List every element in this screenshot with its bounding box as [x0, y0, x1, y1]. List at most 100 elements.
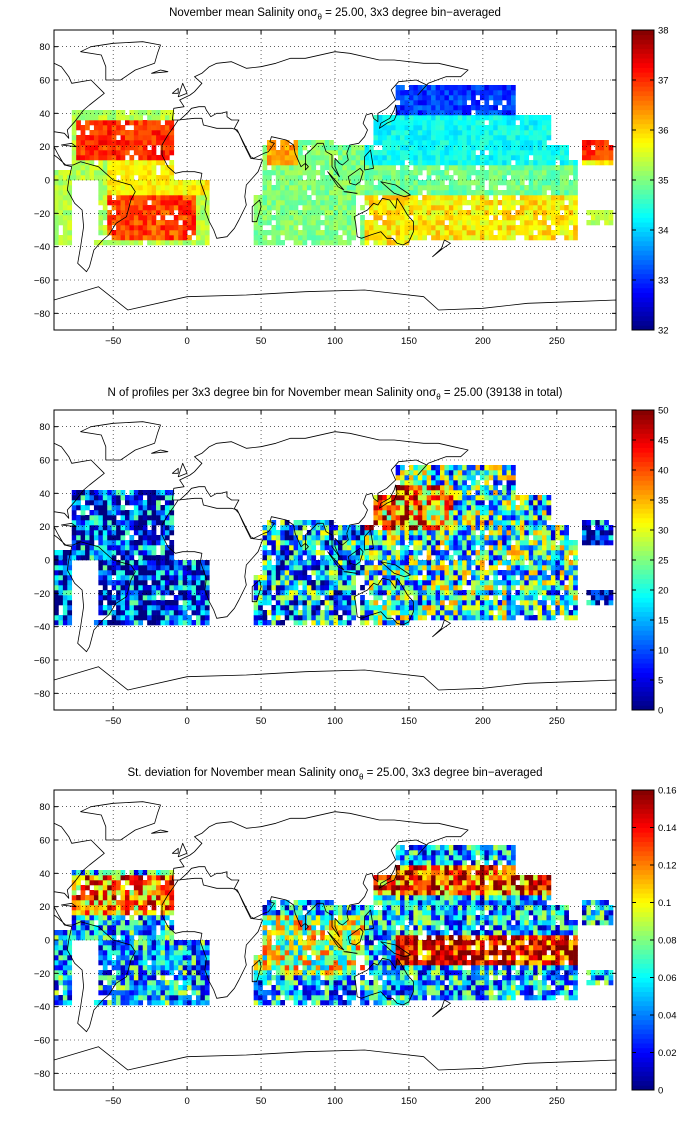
- data-cell: [528, 575, 534, 581]
- data-cell: [546, 565, 552, 571]
- data-cell: [116, 210, 121, 216]
- data-cell: [391, 130, 396, 136]
- data-cell: [293, 560, 299, 566]
- data-cell: [133, 220, 139, 226]
- data-cell: [200, 215, 206, 221]
- data-cell: [542, 610, 547, 616]
- data-cell: [329, 525, 334, 531]
- data-cell: [413, 540, 419, 546]
- data-cell: [471, 545, 476, 551]
- data-cell: [320, 180, 325, 186]
- data-cell: [537, 525, 543, 531]
- data-cell: [448, 175, 454, 181]
- data-cell: [258, 590, 263, 596]
- data-cell: [138, 615, 144, 621]
- data-cell: [80, 145, 86, 151]
- data-cell: [306, 160, 312, 166]
- data-cell: [364, 560, 370, 566]
- data-cell: [271, 150, 277, 156]
- data-cell: [289, 530, 294, 536]
- data-cell: [453, 535, 459, 541]
- data-cell: [377, 120, 383, 126]
- data-cell: [124, 195, 130, 201]
- data-cell: [400, 105, 405, 111]
- data-cell: [102, 605, 108, 611]
- data-cell: [302, 570, 308, 576]
- data-cell: [404, 150, 410, 156]
- data-cell: [382, 575, 388, 581]
- data-cell: [404, 180, 410, 186]
- data-cell: [266, 565, 272, 571]
- data-cell: [147, 210, 152, 216]
- data-cell: [395, 110, 401, 116]
- data-cell: [302, 535, 308, 541]
- data-cell: [364, 200, 370, 206]
- data-cell: [298, 165, 303, 171]
- data-cell: [440, 530, 445, 536]
- data-cell: [58, 200, 64, 206]
- data-cell: [395, 135, 401, 141]
- data-cell: [160, 525, 166, 531]
- data-cell: [151, 585, 157, 591]
- data-cell: [471, 165, 476, 171]
- data-cell: [457, 140, 463, 146]
- data-cell: [160, 170, 166, 176]
- data-cell: [479, 220, 485, 226]
- data-cell: [564, 235, 569, 241]
- data-cell: [142, 110, 148, 116]
- data-cell: [191, 200, 197, 206]
- data-cell: [320, 150, 325, 156]
- data-cell: [448, 475, 454, 481]
- data-cell: [524, 205, 530, 211]
- data-cell: [71, 505, 77, 511]
- data-cell: [129, 580, 135, 586]
- data-cell: [422, 580, 427, 586]
- data-cell: [537, 555, 543, 561]
- data-cell: [453, 525, 459, 531]
- data-cell: [466, 95, 472, 101]
- data-cell: [506, 205, 512, 211]
- data-cell: [262, 220, 268, 226]
- data-cell: [524, 545, 530, 551]
- data-cell: [510, 495, 516, 501]
- data-cell: [550, 525, 556, 531]
- data-cell: [116, 550, 121, 556]
- data-cell: [408, 135, 414, 141]
- data-cell: [333, 570, 339, 576]
- data-cell: [284, 230, 290, 236]
- data-cell: [546, 555, 552, 561]
- data-cell: [124, 235, 130, 241]
- data-cell: [408, 505, 414, 511]
- data-cell: [519, 230, 525, 236]
- data-cell: [555, 595, 561, 601]
- coastline: [61, 142, 77, 148]
- data-cell: [479, 465, 485, 471]
- data-cell: [493, 505, 498, 511]
- data-cell: [502, 180, 507, 186]
- data-cell: [559, 570, 565, 576]
- data-cell: [191, 215, 197, 221]
- data-cell: [262, 240, 268, 246]
- data-cell: [156, 510, 161, 516]
- data-cell: [306, 150, 312, 156]
- data-cell: [528, 570, 534, 576]
- data-cell: [417, 180, 423, 186]
- data-cell: [542, 510, 547, 516]
- data-cell: [435, 165, 441, 171]
- data-cell: [133, 575, 139, 581]
- data-cell: [431, 225, 436, 231]
- data-cell: [138, 115, 144, 121]
- data-cell: [138, 145, 144, 151]
- data-cell: [293, 525, 299, 531]
- data-cell: [493, 100, 498, 106]
- data-cell: [391, 140, 396, 146]
- data-cell: [400, 220, 405, 226]
- data-cell: [493, 565, 498, 571]
- data-cell: [169, 140, 175, 146]
- data-cell: [346, 235, 352, 241]
- data-cell: [80, 170, 86, 176]
- data-cell: [515, 200, 521, 206]
- data-cell: [102, 530, 108, 536]
- coastlines: [53, 41, 617, 331]
- data-cell: [346, 165, 352, 171]
